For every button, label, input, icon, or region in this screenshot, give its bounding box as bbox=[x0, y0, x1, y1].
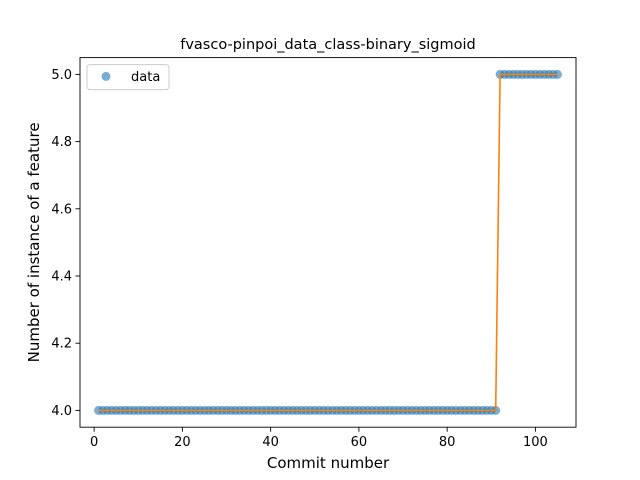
y-axis-label: Number of instance of a feature bbox=[25, 122, 43, 362]
legend-label-data: data bbox=[131, 70, 160, 85]
legend-marker bbox=[101, 71, 111, 81]
x-tick-label: 60 bbox=[351, 435, 368, 450]
x-tick-label: 80 bbox=[439, 435, 456, 450]
tick-layer: 0 20 40 60 80 100 4.0 4.2 4.4 4.6 4.8 5.0 bbox=[51, 68, 548, 450]
legend-box bbox=[86, 64, 170, 91]
plot-area bbox=[80, 57, 576, 428]
axes-frame bbox=[79, 57, 577, 428]
legend: data bbox=[86, 64, 170, 91]
y-tick-label: 4.8 bbox=[51, 135, 72, 150]
y-tick-label: 4.4 bbox=[51, 270, 72, 285]
x-tick-label: 0 bbox=[90, 435, 98, 450]
x-axis-label: Commit number bbox=[267, 454, 390, 472]
data-layer bbox=[94, 69, 562, 415]
y-tick-label: 4.0 bbox=[51, 404, 72, 419]
y-tick-label: 4.2 bbox=[51, 337, 72, 352]
y-tick-label: 4.6 bbox=[51, 202, 72, 217]
fit-line bbox=[98, 73, 558, 412]
y-tick-label: 5.0 bbox=[51, 68, 72, 83]
chart-title: fvasco-pinpoi_data_class-binary_sigmoid bbox=[180, 37, 476, 53]
x-tick-label: 40 bbox=[262, 435, 279, 450]
x-tick-label: 100 bbox=[523, 435, 548, 450]
x-tick-label: 20 bbox=[174, 435, 191, 450]
